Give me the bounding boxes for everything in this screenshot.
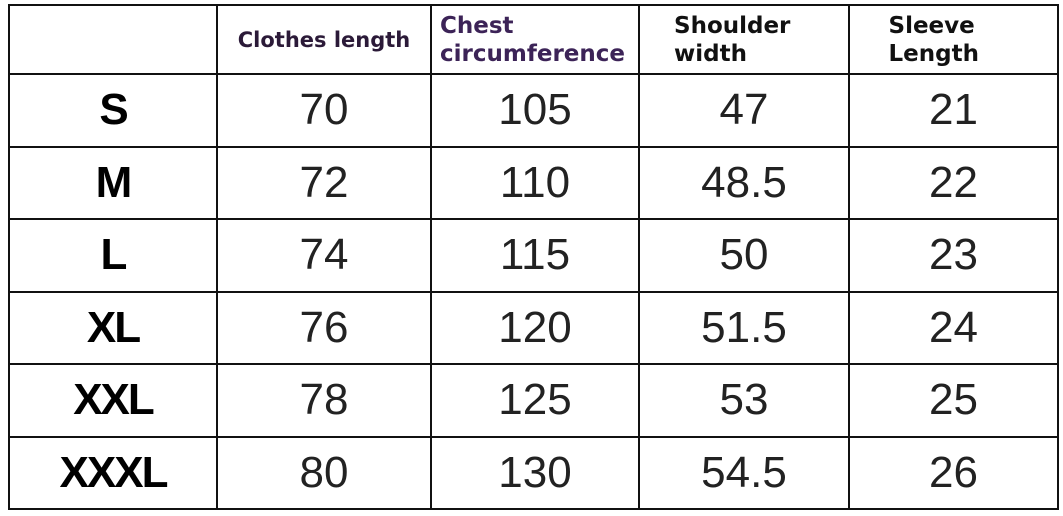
size-row: XXL 78 125 53 25 <box>8 363 1059 438</box>
measurement-cell: 53 <box>638 363 850 438</box>
size-row: L 74 115 50 23 <box>8 218 1059 293</box>
column-header-text: Shoulder width <box>674 12 791 67</box>
measurement-cell: 50 <box>638 218 850 293</box>
measurement-cell: 105 <box>430 73 640 148</box>
measurement-cell: 74 <box>216 218 432 293</box>
measurement-cell: 47 <box>638 73 850 148</box>
size-label: XL <box>8 290 218 365</box>
size-label: M <box>8 145 218 220</box>
size-label: S <box>8 73 218 148</box>
column-header: Clothes length <box>216 4 432 75</box>
size-row: XL 76 120 51.5 24 <box>8 290 1059 365</box>
size-table: Clothes length Chest circumference Shoulde… <box>8 4 1059 510</box>
measurement-cell: 115 <box>430 218 640 293</box>
measurement-cell: 22 <box>848 145 1059 220</box>
header-row: Clothes length Chest circumference Shoulde… <box>8 4 1059 75</box>
measurement-cell: 72 <box>216 145 432 220</box>
measurement-cell: 80 <box>216 435 432 510</box>
measurement-cell: 70 <box>216 73 432 148</box>
measurement-cell: 25 <box>848 363 1059 438</box>
corner-cell <box>8 4 218 75</box>
column-header: Shoulder width <box>638 4 850 75</box>
measurement-cell: 130 <box>430 435 640 510</box>
column-header: Sleeve Length <box>848 4 1059 75</box>
size-row: XXXL 80 130 54.5 26 <box>8 435 1059 510</box>
size-row: M 72 110 48.5 22 <box>8 145 1059 220</box>
size-row: S 70 105 47 21 <box>8 73 1059 148</box>
measurement-cell: 78 <box>216 363 432 438</box>
measurement-cell: 48.5 <box>638 145 850 220</box>
measurement-cell: 76 <box>216 290 432 365</box>
measurement-cell: 120 <box>430 290 640 365</box>
column-header: Chest circumference <box>430 4 640 75</box>
size-label: XXL <box>8 363 218 438</box>
size-label: L <box>8 218 218 293</box>
column-header-text: Clothes length <box>237 27 411 52</box>
measurement-cell: 54.5 <box>638 435 850 510</box>
column-header-text: Chest circumference <box>440 12 625 67</box>
measurement-cell: 125 <box>430 363 640 438</box>
measurement-cell: 110 <box>430 145 640 220</box>
measurement-cell: 23 <box>848 218 1059 293</box>
size-label: XXXL <box>8 435 218 510</box>
column-header-text: Sleeve Length <box>888 12 979 67</box>
table-body: S 70 105 47 21 M 72 110 48.5 22 L 74 115 50 23 XL 76 120 5… <box>8 73 1059 510</box>
measurement-cell: 24 <box>848 290 1059 365</box>
measurement-cell: 26 <box>848 435 1059 510</box>
measurement-cell: 51.5 <box>638 290 850 365</box>
measurement-cell: 21 <box>848 73 1059 148</box>
